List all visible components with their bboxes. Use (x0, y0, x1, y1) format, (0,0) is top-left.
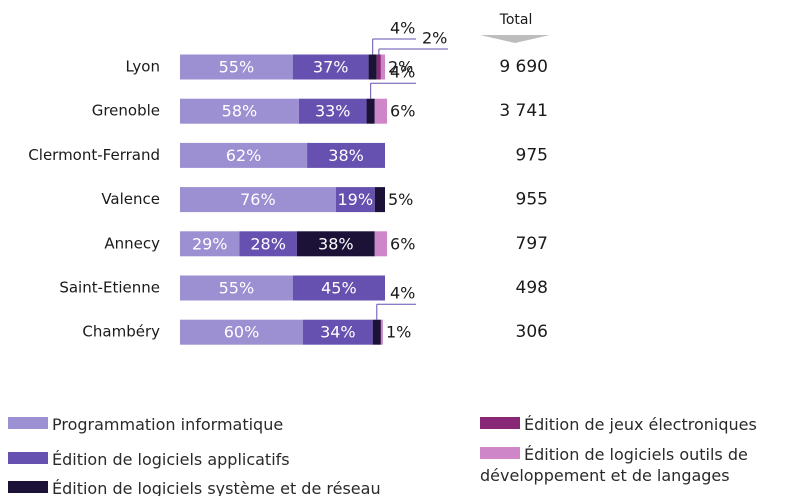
bar-segment (380, 319, 383, 345)
bar-segment (335, 187, 375, 213)
bar-segment (374, 231, 388, 257)
bar-segment (180, 187, 336, 213)
value-label: 4% (390, 284, 415, 303)
legend-label: Édition de logiciels applicatifs (52, 450, 290, 469)
legend-swatch (480, 447, 520, 459)
value-label: 45% (321, 279, 357, 298)
bar-segment (372, 319, 381, 345)
bar-segment (380, 54, 385, 80)
legend-label: Édition de jeux électroniques (524, 415, 757, 434)
legend-item: Programmation informatique (8, 414, 468, 435)
totals-title: Total (499, 12, 533, 28)
legend-label: Édition de logiciels outils de développe… (480, 445, 748, 485)
bar-segment (374, 187, 385, 213)
value-label: 2% (422, 29, 447, 48)
legend-label: Programmation informatique (52, 415, 284, 434)
bar-segment (180, 319, 303, 345)
value-label: 2% (388, 58, 413, 77)
total-label: 3 741 (499, 101, 548, 121)
bar-segment (180, 98, 299, 124)
legend-swatch (8, 452, 48, 464)
category-label: Saint-Etienne (59, 279, 160, 297)
bar-segment (298, 98, 367, 124)
legend-item: Édition de logiciels outils de développe… (480, 444, 780, 486)
bar-segment (292, 54, 369, 80)
bar-segment (368, 54, 377, 80)
value-label: 4% (390, 63, 415, 82)
total-label: 975 (516, 145, 548, 165)
legend-swatch (480, 417, 520, 429)
bar-segment (376, 54, 381, 80)
category-label: Chambéry (82, 323, 160, 341)
value-label: 38% (318, 234, 354, 253)
legend-item: Édition de jeux électroniques (480, 414, 780, 435)
value-label: 76% (240, 190, 276, 209)
totals-arrow (480, 35, 550, 43)
bar-segment (296, 231, 375, 257)
value-label: 55% (219, 279, 255, 298)
value-label: 6% (390, 102, 415, 121)
bar-segment (239, 231, 297, 257)
bar-segment (180, 54, 293, 80)
bar-segment (374, 98, 388, 124)
legend-item: Édition de logiciels applicatifs (8, 449, 468, 470)
value-label: 1% (386, 323, 411, 342)
bar-segment (180, 142, 308, 168)
category-label: Valence (101, 190, 160, 208)
total-label: 498 (516, 278, 548, 298)
category-label: Lyon (125, 58, 160, 76)
value-label: 38% (328, 146, 364, 165)
value-label: 55% (219, 58, 255, 77)
legend-item: Édition de logiciels système et de résea… (8, 478, 468, 496)
category-label: Grenoble (92, 102, 160, 120)
value-label: 28% (250, 234, 286, 253)
bar-segment (180, 275, 293, 301)
total-label: 797 (516, 234, 548, 254)
value-label: 6% (390, 234, 415, 253)
value-label: 58% (222, 102, 258, 121)
bar-segment (366, 98, 375, 124)
value-label: 4% (390, 19, 415, 38)
value-label: 34% (320, 323, 356, 342)
total-label: 955 (516, 190, 548, 210)
total-label: 9 690 (499, 57, 548, 77)
value-label: 19% (337, 190, 373, 209)
bar-segment (303, 319, 373, 345)
value-label: 29% (192, 234, 228, 253)
value-label: 60% (224, 323, 260, 342)
legend-swatch (8, 417, 48, 429)
total-label: 306 (516, 322, 548, 342)
legend-label: Édition de logiciels système et de résea… (52, 479, 381, 496)
category-label: Annecy (104, 234, 160, 252)
legend-swatch (8, 481, 48, 493)
bar-segment (292, 275, 385, 301)
category-label: Clermont-Ferrand (28, 146, 160, 164)
value-label: 37% (313, 58, 349, 77)
bar-segment (180, 231, 240, 257)
value-label: 5% (388, 190, 413, 209)
value-label: 62% (226, 146, 262, 165)
bar-segment (307, 142, 385, 168)
value-label: 33% (315, 102, 351, 121)
